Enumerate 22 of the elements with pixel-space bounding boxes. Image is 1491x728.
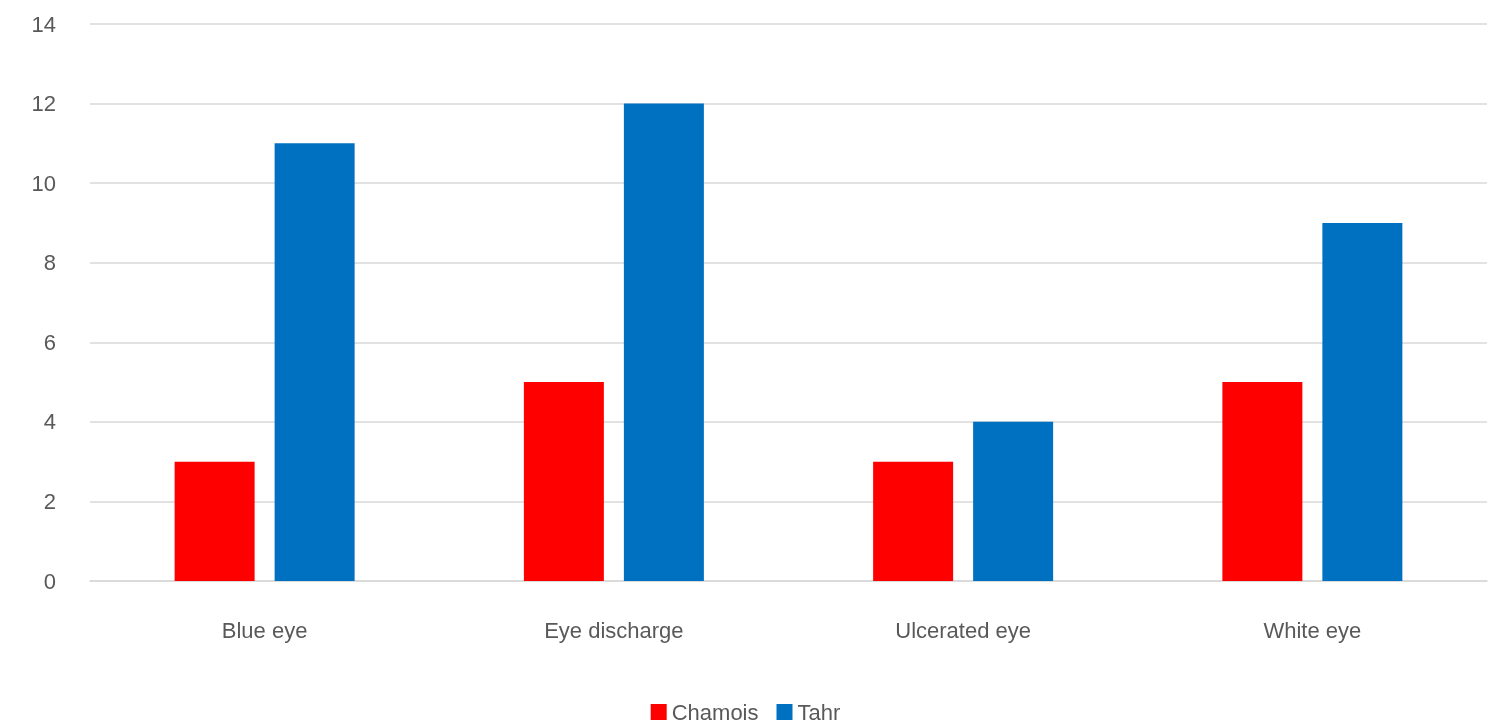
bar bbox=[973, 421, 1054, 581]
y-tick-label: 10 bbox=[31, 170, 56, 196]
y-tick-label: 8 bbox=[43, 250, 56, 276]
bar bbox=[1322, 222, 1403, 581]
x-tick-label: Blue eye bbox=[221, 617, 308, 643]
bar bbox=[1222, 382, 1303, 581]
bar bbox=[623, 103, 704, 581]
y-tick-label: 12 bbox=[31, 91, 56, 117]
bar bbox=[274, 143, 355, 581]
y-tick-label: 4 bbox=[43, 409, 56, 435]
bar bbox=[873, 461, 954, 581]
bar bbox=[523, 382, 604, 581]
y-tick-label: 14 bbox=[31, 11, 56, 37]
y-tick-label: 6 bbox=[43, 329, 56, 355]
bar bbox=[174, 461, 255, 581]
y-tick-label: 2 bbox=[43, 488, 56, 514]
x-tick-label: Eye discharge bbox=[544, 617, 684, 643]
y-tick-label: 0 bbox=[43, 568, 56, 594]
x-tick-label: Ulcerated eye bbox=[895, 617, 1031, 643]
legend-label: Chamois bbox=[671, 699, 759, 725]
x-tick-label: White eye bbox=[1263, 617, 1362, 643]
legend-label: Tahr bbox=[797, 699, 841, 725]
